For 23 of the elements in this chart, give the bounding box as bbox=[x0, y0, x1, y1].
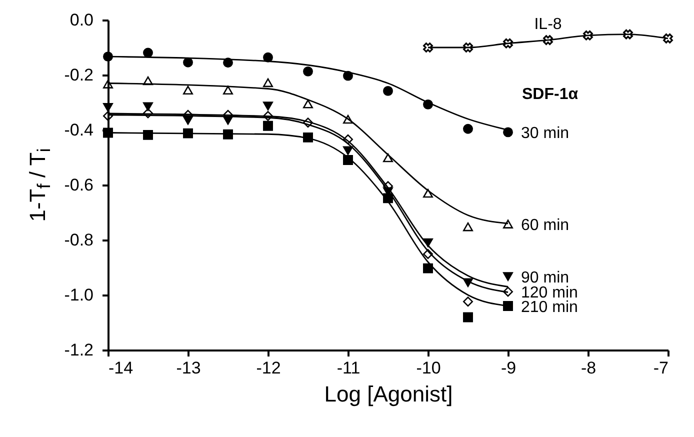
y-tick-label: -0.8 bbox=[64, 230, 94, 250]
x-tick-label: -10 bbox=[416, 358, 441, 378]
series-label: 60 min bbox=[521, 217, 570, 234]
y-tick-label: -1.0 bbox=[64, 286, 94, 304]
series-label: IL-8 bbox=[534, 16, 562, 34]
series-label: 120 min bbox=[521, 284, 578, 302]
x-tick-label: -9 bbox=[500, 358, 516, 378]
series-label: 90 min bbox=[521, 270, 570, 287]
series-label: 210 min bbox=[521, 299, 578, 316]
x-tick-label: -8 bbox=[580, 358, 596, 378]
y-tick-label: 0.0 bbox=[70, 10, 94, 30]
x-tick-label: -11 bbox=[336, 358, 360, 378]
y-tick-label: -1.2 bbox=[64, 340, 94, 360]
annotation: SDF-1α bbox=[522, 86, 578, 104]
x-tick-label: -14 bbox=[108, 358, 134, 378]
x-tick-label: -7 bbox=[653, 358, 668, 378]
x-axis-title: Log [Agonist] bbox=[324, 382, 453, 406]
y-tick-label: -0.6 bbox=[64, 176, 94, 194]
series-label: 30 min bbox=[521, 125, 570, 142]
x-tick-label: -13 bbox=[176, 358, 201, 378]
x-tick-label: -12 bbox=[256, 358, 281, 378]
y-tick-label: -0.4 bbox=[64, 120, 94, 140]
y-tick-label: -0.2 bbox=[64, 66, 94, 84]
